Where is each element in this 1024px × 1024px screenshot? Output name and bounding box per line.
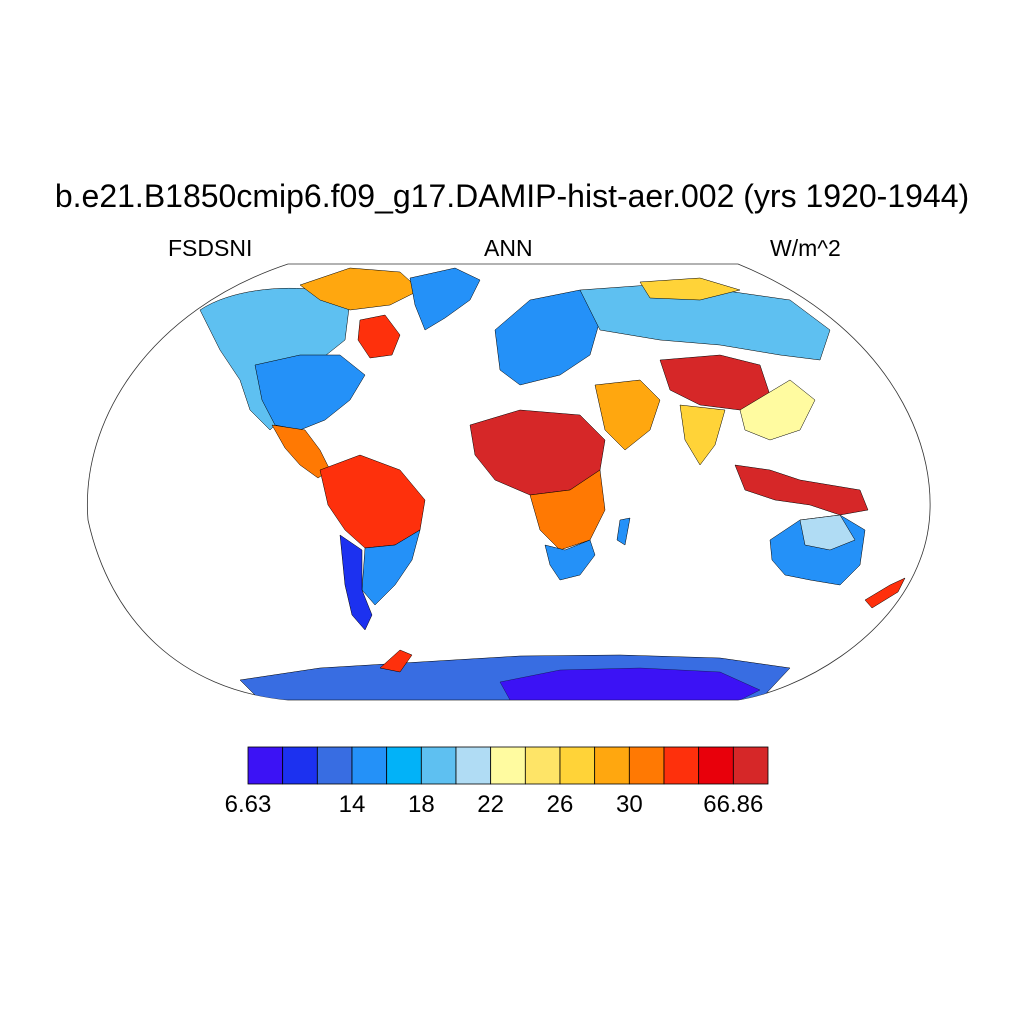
region-india [679,404,726,466]
season-label: ANN [484,235,533,261]
colorbar-tick-label: 18 [407,791,435,818]
colorbar-swatch [316,746,353,785]
colorbar-swatch [594,746,630,785]
colorbar-tick-label: 30 [615,791,643,818]
region-middle-east [594,379,661,451]
colorbar-swatch [282,746,318,785]
colorbar-swatch [247,746,284,785]
colorbar-tick-label: 14 [338,791,366,818]
region-east-south-america [361,529,421,606]
region-andes-patagonia [339,534,373,631]
region-maritime-continent [734,464,869,516]
colorbar-tick-label: 22 [477,791,505,818]
region-east-asia [739,379,816,441]
region-southern-africa [544,539,596,581]
region-new-zealand [864,577,906,609]
region-hudson-east [357,314,401,359]
region-antarctic-peninsula [379,649,413,673]
colorbar-swatch [628,746,665,785]
colorbar [247,746,769,785]
map-panel [86,263,931,701]
plot-title: b.e21.B1850cmip6.f09_g17.DAMIP-hist-aer.… [54,178,970,214]
colorbar-swatch [732,746,769,785]
region-greenland [409,267,481,331]
variable-label: FSDSNI [168,235,253,261]
units-label: W/m^2 [770,235,841,261]
colorbar-swatch [698,746,734,785]
colorbar-tick-label: 66.86 [703,791,764,818]
region-australia-north [799,514,856,551]
colorbar-swatch [524,746,561,785]
region-canadian-arctic [299,267,421,311]
colorbar-swatch [663,746,700,785]
colorbar-swatch [455,746,492,785]
colorbar-swatch [490,746,526,785]
region-usa [254,354,366,431]
region-europe [494,289,601,386]
colorbar-tick-label: 6.63 [224,791,272,818]
colorbar-swatch [386,746,422,785]
region-madagascar [616,517,631,546]
colorbar-swatch [559,746,596,785]
colorbar-tick-label: 26 [546,791,574,818]
colorbar-swatch [420,746,457,785]
region-antarctic-interior [499,667,761,700]
region-central-africa [529,469,606,551]
region-arctic-siberia-coast [639,277,741,301]
colorbar-swatch [351,746,388,785]
